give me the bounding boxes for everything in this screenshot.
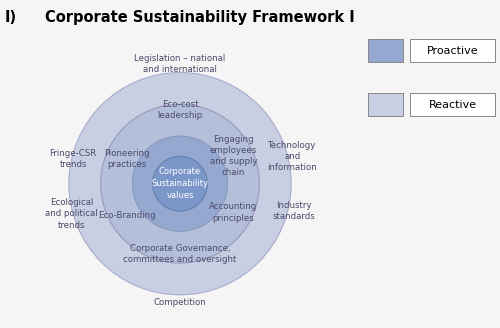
Text: Industry
standards: Industry standards (272, 201, 316, 221)
Circle shape (100, 104, 260, 263)
Text: Engaging
employees
and supply
chain: Engaging employees and supply chain (210, 135, 257, 177)
Text: Ecological
and political
trends: Ecological and political trends (46, 198, 98, 230)
Text: Eco-cost
leadership: Eco-cost leadership (158, 100, 202, 120)
Text: I): I) (5, 10, 17, 25)
Text: Competition: Competition (154, 298, 206, 307)
Circle shape (152, 156, 208, 211)
Text: Reactive: Reactive (428, 100, 476, 110)
Text: Fringe-CSR
trends: Fringe-CSR trends (50, 149, 97, 169)
Text: Accounting
principles: Accounting principles (210, 202, 258, 223)
Circle shape (69, 72, 291, 295)
Text: Proactive: Proactive (426, 46, 478, 56)
Text: Legislation – national
and international: Legislation – national and international (134, 54, 226, 74)
Text: Corporate Governance,
committees and oversight: Corporate Governance, committees and ove… (124, 244, 236, 264)
Text: Eco-Branding: Eco-Branding (98, 211, 156, 220)
Text: Technology
and
information: Technology and information (268, 141, 318, 172)
Text: Corporate
Sustainability
values: Corporate Sustainability values (152, 167, 208, 200)
Circle shape (132, 136, 228, 231)
Text: Corporate Sustainability Framework I: Corporate Sustainability Framework I (45, 10, 355, 25)
Text: Pioneering
practices: Pioneering practices (104, 149, 150, 169)
